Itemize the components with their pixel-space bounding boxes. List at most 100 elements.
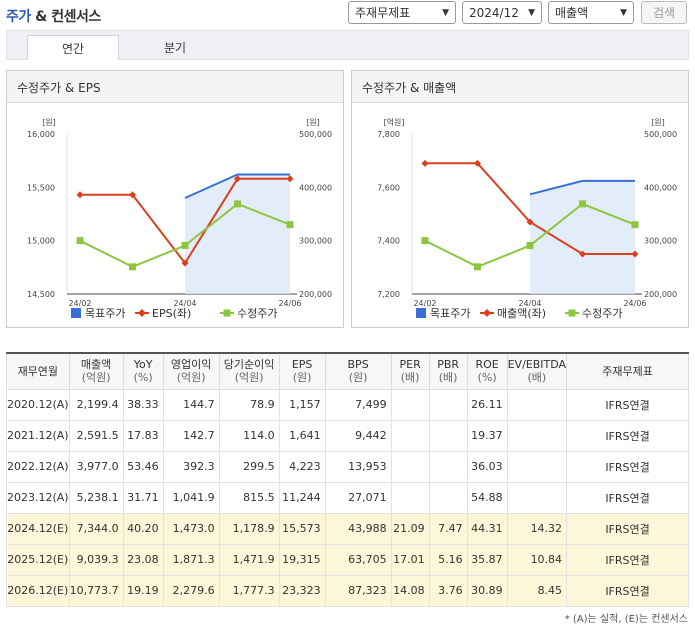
- table-cell: 5,238.1: [68, 481, 124, 514]
- chevron-down-icon: ▼: [620, 7, 627, 18]
- table-cell: 2022.12(A): [6, 450, 70, 483]
- table-row: 2021.12(A) 2,591.5 17.83 142.7 114.0 1,641 9,4…: [6, 419, 689, 452]
- period-value: 2024/12: [469, 5, 519, 20]
- table-cell: 14.32: [506, 512, 568, 545]
- column-header: ROE (%): [466, 352, 508, 390]
- table-cell: 2,591.5: [68, 419, 124, 452]
- legend-swatch-marker: [138, 309, 146, 317]
- table-cell: 21.09: [390, 512, 430, 545]
- title-sub: 컨센서스: [51, 9, 101, 25]
- table-cell: 3,977.0: [68, 450, 124, 483]
- series-point: [286, 221, 294, 229]
- table-cell: 53.46: [122, 450, 164, 483]
- chart-title: 수정주가 & 매출액: [352, 71, 688, 103]
- column-header: YoY (%): [122, 352, 164, 390]
- table-cell: IFRS연결: [566, 419, 689, 452]
- table-cell: 87,323: [324, 574, 392, 607]
- table-cell: 19.37: [466, 419, 508, 452]
- legend-label: EPS(좌): [152, 307, 191, 320]
- table-cell: 2021.12(A): [6, 419, 70, 452]
- legend-swatch: [71, 308, 81, 318]
- table-cell: 1,041.9: [162, 481, 220, 514]
- series-point: [631, 250, 639, 258]
- table-row: 2026.12(E) 10,773.7 19.19 2,279.6 1,777.3 23,…: [6, 574, 689, 607]
- series-point: [631, 221, 639, 229]
- right-axis-unit: [원]: [306, 118, 320, 127]
- column-label: 재무연월: [17, 364, 59, 378]
- table-cell: 2020.12(A): [6, 388, 70, 421]
- y-tick-right: 500,000: [644, 130, 677, 139]
- x-tick-label: 24/04: [518, 299, 541, 308]
- table-cell: 38.33: [122, 388, 164, 421]
- series-point: [129, 263, 136, 271]
- y-tick-left: 7,600: [377, 183, 400, 192]
- table-cell: 43,988: [324, 512, 392, 545]
- column-unit: (원): [292, 371, 312, 385]
- table-row: 2025.12(E) 9,039.3 23.08 1,871.3 1,471.9 19,3…: [6, 543, 689, 576]
- column-header: EV/EBITDA (배): [506, 352, 568, 390]
- column-label: EV/EBITDA: [507, 358, 567, 372]
- column-unit: (배): [527, 371, 547, 385]
- column-label: 당기순이익: [223, 358, 275, 372]
- table-cell: IFRS연결: [566, 450, 689, 483]
- metric-select[interactable]: 매출액 ▼: [548, 1, 634, 24]
- table-cell: 2026.12(E): [6, 574, 70, 607]
- table-row: 2022.12(A) 3,977.0 53.46 392.3 299.5 4,223 13,…: [6, 450, 689, 483]
- table-cell: [428, 481, 468, 514]
- y-tick-right: 400,000: [644, 183, 677, 192]
- y-tick-left: 7,400: [377, 237, 400, 246]
- table-cell: [390, 450, 430, 483]
- table-cell: 54.88: [466, 481, 508, 514]
- table-cell: 23,323: [278, 574, 326, 607]
- table-cell: 10.84: [506, 543, 568, 576]
- table-cell: 10,773.7: [68, 574, 124, 607]
- tab-annual[interactable]: 연간: [27, 35, 119, 60]
- table-cell: 142.7: [162, 419, 220, 452]
- table-cell: 17.01: [390, 543, 430, 576]
- column-unit: (%): [133, 371, 153, 385]
- table-cell: 19.19: [122, 574, 164, 607]
- legend-label: 수정주가: [237, 307, 277, 320]
- target-price-area: [530, 180, 635, 294]
- table-cell: 36.03: [466, 450, 508, 483]
- period-select[interactable]: 2024/12 ▼: [462, 1, 542, 24]
- series-point: [129, 191, 136, 199]
- y-tick-left: 16,000: [27, 130, 55, 139]
- column-label: 매출액: [80, 358, 112, 372]
- right-axis-unit: [원]: [651, 118, 665, 127]
- tab-quarterly[interactable]: 분기: [163, 41, 187, 55]
- y-tick-left: 7,200: [377, 290, 400, 299]
- eps-chart: [원] [원] 16,000 15,500 15,000 14,500 500,000 400…: [27, 118, 332, 320]
- table-header-row: 재무연월 매출액 (억원) YoY (%) 영업이익 (억원) 당기순이익 (억원) EPS (원)…: [6, 352, 689, 390]
- table-cell: 8.45: [506, 574, 568, 607]
- table-cell: [506, 388, 568, 421]
- table-cell: [428, 450, 468, 483]
- table-cell: [390, 481, 430, 514]
- table-cell: 5.16: [428, 543, 468, 576]
- y-tick-left: 14,500: [27, 290, 55, 299]
- y-tick-left: 15,000: [27, 237, 55, 246]
- column-label: EPS: [291, 358, 313, 372]
- page-title: 주가 & 컨센서스: [6, 6, 101, 26]
- column-label: PER: [399, 358, 421, 372]
- table-cell: IFRS연결: [566, 512, 689, 545]
- series-point: [234, 200, 241, 208]
- target-price-area: [185, 174, 290, 294]
- table-cell: 14.08: [390, 574, 430, 607]
- search-button[interactable]: 검색: [641, 1, 687, 24]
- table-cell: 63,705: [324, 543, 392, 576]
- financial-statement-select[interactable]: 주재무제표 ▼: [348, 1, 456, 24]
- table-cell: 1,473.0: [162, 512, 220, 545]
- column-header: PBR (배): [428, 352, 468, 390]
- column-header: EPS (원): [278, 352, 326, 390]
- legend-label: 수정주가: [582, 307, 622, 320]
- chevron-down-icon: ▼: [442, 7, 449, 18]
- column-label: ROE: [475, 358, 499, 372]
- table-cell: 2,279.6: [162, 574, 220, 607]
- series-point: [181, 241, 189, 249]
- legend-swatch: [416, 308, 426, 318]
- column-header: 매출액 (억원): [68, 352, 124, 390]
- series-point: [76, 237, 84, 245]
- x-tick-label: 24/04: [173, 299, 196, 308]
- x-tick-label: 24/06: [278, 299, 301, 308]
